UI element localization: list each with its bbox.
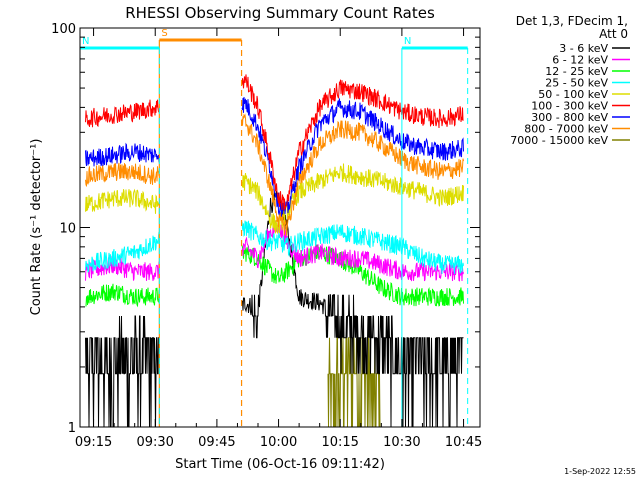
legend-label-8: 800 - 7000 keV (524, 123, 608, 136)
footer-date: 1-Sep-2022 12:55 (564, 467, 636, 476)
series-line-9 (327, 337, 381, 428)
legend-label-9: 7000 - 15000 keV (510, 134, 608, 147)
plot-layer: SN N (80, 28, 469, 428)
x-tick-label-6: 10:30 (383, 435, 420, 450)
legend-label-2: 6 - 12 keV (552, 54, 608, 67)
flag-label-night-3: N (404, 36, 411, 47)
series-line-5 (85, 163, 464, 234)
y-axis-label: Count Rate (s⁻¹ detector⁻¹) (29, 139, 44, 316)
series-line-7 (85, 96, 464, 217)
x-tick-label-2: 09:30 (136, 435, 173, 450)
x-axis-label: Start Time (06-Oct-16 09:11:42) (175, 457, 385, 472)
series-line-3 (85, 244, 464, 308)
x-tick-label-7: 10:45 (445, 435, 482, 450)
legend-label-4: 25 - 50 keV (545, 77, 608, 90)
x-tick-label-4: 10:00 (260, 435, 297, 450)
chart-title: RHESSI Observing Summary Count Rates (125, 4, 435, 22)
y-tick-label-1: 1 (68, 421, 76, 436)
series-line-6 (85, 74, 464, 211)
legend-label-7: 300 - 800 keV (531, 111, 608, 124)
y-tick-label-2: 10 (59, 222, 76, 237)
axis-layer: 09:15 09:30 09:45 10:00 10:15 10:30 10:45 1 10 10… (51, 22, 482, 450)
legend-label-5: 50 - 100 keV (538, 88, 608, 101)
legend-header-line-2: Att 0 (599, 27, 628, 41)
series-line-4 (85, 220, 464, 275)
y-tick-label-3: 100 (51, 22, 76, 37)
x-tick-label-1: 09:15 (75, 435, 112, 450)
legend-header-line-1: Det 1,3, FDecim 1, (516, 14, 628, 28)
x-tick-label-3: 09:45 (198, 435, 235, 450)
legend-label-3: 12 - 25 keV (545, 65, 608, 78)
legend-label-1: 3 - 6 keV (559, 42, 608, 55)
flag-label-night-2: N (82, 36, 89, 47)
x-tick-label-5: 10:15 (321, 435, 358, 450)
legend-label-6: 100 - 300 keV (531, 100, 608, 113)
flag-label-saa-1: S (161, 28, 167, 39)
series-line-8 (85, 113, 464, 236)
